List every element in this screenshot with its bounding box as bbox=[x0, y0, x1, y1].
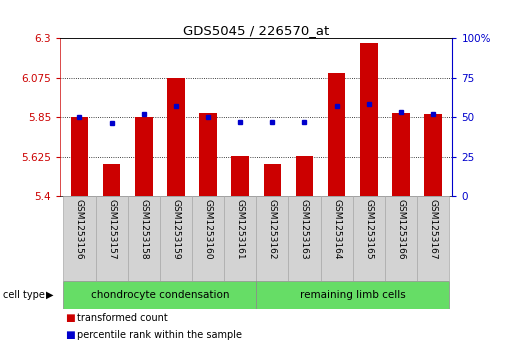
Bar bbox=[231, 156, 249, 196]
Text: GSM1253165: GSM1253165 bbox=[365, 199, 373, 259]
Bar bbox=[321, 196, 353, 281]
Bar bbox=[360, 44, 378, 196]
Bar bbox=[288, 196, 321, 281]
Bar bbox=[353, 196, 385, 281]
Text: GSM1253161: GSM1253161 bbox=[236, 199, 245, 259]
Text: GSM1253156: GSM1253156 bbox=[75, 199, 84, 259]
Bar bbox=[63, 281, 256, 309]
Bar bbox=[328, 73, 346, 196]
Text: GSM1253159: GSM1253159 bbox=[172, 199, 180, 259]
Bar bbox=[96, 196, 128, 281]
Text: GSM1253160: GSM1253160 bbox=[203, 199, 212, 259]
Bar bbox=[71, 117, 88, 196]
Text: GSM1253157: GSM1253157 bbox=[107, 199, 116, 259]
Bar bbox=[392, 113, 410, 196]
Text: ■: ■ bbox=[65, 313, 75, 323]
Text: transformed count: transformed count bbox=[77, 313, 168, 323]
Text: ■: ■ bbox=[65, 330, 75, 340]
Text: cell type: cell type bbox=[3, 290, 44, 300]
Text: ▶: ▶ bbox=[46, 290, 53, 300]
Bar bbox=[103, 164, 120, 196]
Bar bbox=[128, 196, 160, 281]
Bar bbox=[256, 281, 449, 309]
Title: GDS5045 / 226570_at: GDS5045 / 226570_at bbox=[183, 24, 329, 37]
Bar bbox=[295, 156, 313, 196]
Bar bbox=[63, 196, 96, 281]
Bar bbox=[424, 114, 442, 196]
Text: GSM1253163: GSM1253163 bbox=[300, 199, 309, 259]
Text: percentile rank within the sample: percentile rank within the sample bbox=[77, 330, 242, 340]
Text: remaining limb cells: remaining limb cells bbox=[300, 290, 406, 300]
Bar bbox=[417, 196, 449, 281]
Bar bbox=[199, 113, 217, 196]
Text: GSM1253158: GSM1253158 bbox=[139, 199, 148, 259]
Bar bbox=[385, 196, 417, 281]
Bar bbox=[224, 196, 256, 281]
Text: GSM1253166: GSM1253166 bbox=[396, 199, 405, 259]
Text: GSM1253167: GSM1253167 bbox=[429, 199, 438, 259]
Bar bbox=[256, 196, 288, 281]
Bar bbox=[135, 117, 153, 196]
Bar bbox=[264, 164, 281, 196]
Text: GSM1253164: GSM1253164 bbox=[332, 199, 341, 259]
Bar bbox=[192, 196, 224, 281]
Text: chondrocyte condensation: chondrocyte condensation bbox=[90, 290, 229, 300]
Bar bbox=[160, 196, 192, 281]
Text: GSM1253162: GSM1253162 bbox=[268, 199, 277, 259]
Bar bbox=[167, 78, 185, 196]
